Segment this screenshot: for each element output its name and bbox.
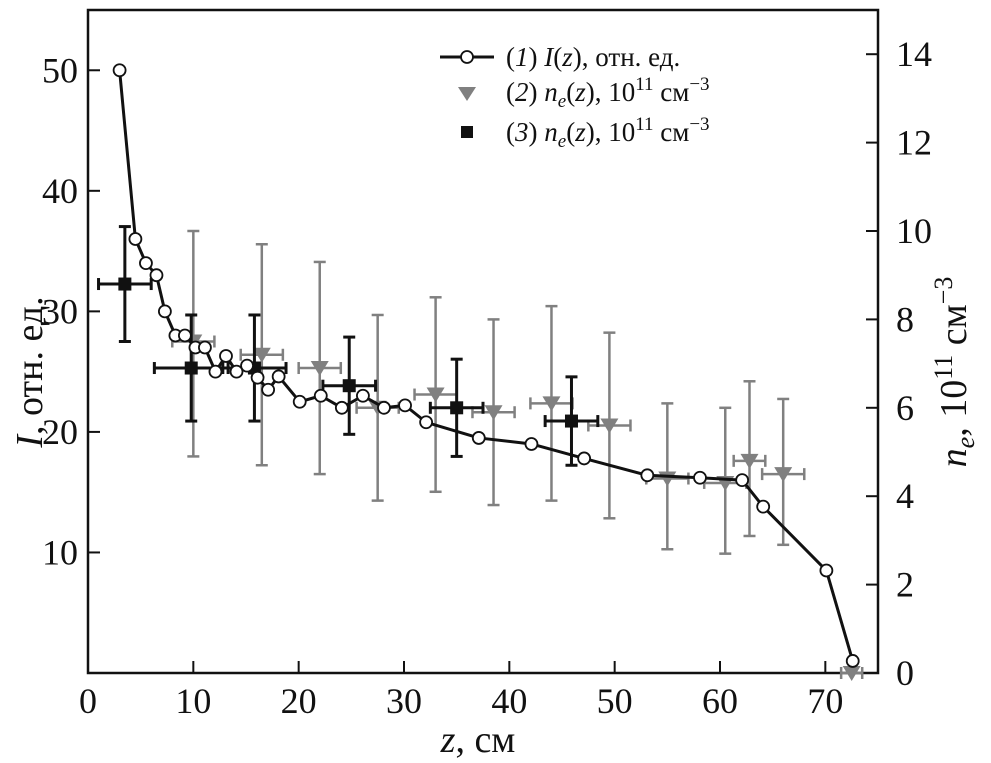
data-point-triangle <box>426 387 445 403</box>
data-point-circle <box>128 232 143 246</box>
data-point-circle <box>271 369 286 384</box>
data-point-triangle <box>252 347 271 363</box>
data-point-circle <box>471 431 486 445</box>
x-tick-label: 30 <box>386 681 422 721</box>
right-y-tick-label: 10 <box>896 211 932 251</box>
left-y-tick-label: 50 <box>42 50 78 90</box>
x-tick-label: 60 <box>702 681 738 721</box>
series-ne-gray <box>171 229 864 681</box>
data-point-circle <box>819 563 834 578</box>
data-point-circle <box>198 340 212 355</box>
data-point-circle <box>845 654 860 668</box>
x-tick-label: 0 <box>79 681 97 721</box>
left-y-axis-title: I, отн. ед. <box>9 296 51 448</box>
legend-label-1: (1) I(z), отн. ед. <box>506 42 680 72</box>
data-point-circle <box>112 63 127 78</box>
data-point-circle <box>208 364 223 379</box>
legend-label-2: (2) ne(z), 1011 см−3 <box>506 74 710 112</box>
x-tick-label: 20 <box>281 681 317 721</box>
right-y-tick-label: 4 <box>896 476 914 516</box>
right-y-tick-label: 2 <box>896 565 914 605</box>
data-point-circle <box>261 382 276 397</box>
legend-entry-2: (2) ne(z), 1011 см−3 <box>458 74 710 112</box>
data-point-circle <box>219 349 233 363</box>
data-point-circle <box>356 388 370 403</box>
data-point-circle <box>250 370 265 385</box>
legend-label-3: (3) ne(z), 1011 см−3 <box>506 114 710 152</box>
data-point-triangle <box>842 666 861 681</box>
data-point-circle <box>377 400 391 415</box>
data-point-circle <box>313 388 328 403</box>
data-point-circle <box>178 328 192 343</box>
plot-frame <box>86 8 880 675</box>
data-point-circle <box>292 394 307 409</box>
legend-marker-open-circle <box>460 50 474 64</box>
x-tick-label: 70 <box>807 681 843 721</box>
series-intensity <box>112 63 860 668</box>
data-point-circle <box>398 398 412 413</box>
legend: (1) I(z), отн. ед. (2) ne(z), 1011 см−3 … <box>440 42 710 152</box>
x-tick-label: 10 <box>175 681 211 721</box>
right-y-axis-title: ne, 1011 см−3 <box>929 277 980 468</box>
data-point-triangle <box>600 418 619 434</box>
left-y-axis-ticks: 10 20 30 40 50 <box>42 50 100 572</box>
data-point-triangle <box>484 405 503 421</box>
data-point-circle <box>735 473 750 488</box>
x-axis-ticks: 0 10 20 30 40 50 60 70 <box>79 661 843 721</box>
left-y-tick-label: 20 <box>42 412 78 452</box>
data-point-circle <box>419 415 434 430</box>
x-tick-label: 40 <box>491 681 527 721</box>
right-y-tick-label: 8 <box>896 299 914 339</box>
left-y-tick-label: 30 <box>42 291 78 331</box>
data-point-circle <box>240 358 254 373</box>
left-y-tick-label: 10 <box>42 532 78 572</box>
data-point-circle <box>334 400 349 415</box>
data-point-triangle <box>310 361 329 377</box>
data-point-circle <box>524 437 539 451</box>
data-point-circle <box>640 468 655 483</box>
data-point-square <box>184 361 198 375</box>
data-point-circle <box>149 268 164 283</box>
data-point-circle <box>229 364 244 379</box>
data-point-square <box>450 401 464 415</box>
right-y-tick-label: 0 <box>896 653 914 693</box>
x-tick-label: 50 <box>597 681 633 721</box>
left-y-tick-label: 40 <box>42 171 78 211</box>
data-point-triangle <box>740 453 759 469</box>
legend-entry-1: (1) I(z), отн. ед. <box>440 42 680 72</box>
legend-marker-gray-triangle <box>458 87 476 101</box>
data-point-square <box>564 414 578 428</box>
data-point-square <box>118 277 132 291</box>
right-y-tick-label: 6 <box>896 388 914 428</box>
data-point-circle <box>756 499 771 514</box>
legend-entry-3: (3) ne(z), 1011 см−3 <box>461 114 710 152</box>
data-point-square <box>342 379 356 393</box>
plot-border <box>86 8 880 675</box>
data-point-circle <box>577 451 592 466</box>
data-point-circle <box>157 304 172 319</box>
right-y-tick-label: 14 <box>896 34 932 74</box>
data-point-circle <box>693 470 707 485</box>
data-point-triangle <box>542 396 561 412</box>
right-y-tick-label: 12 <box>896 123 932 163</box>
x-axis-title: z, см <box>440 719 516 761</box>
legend-marker-black-square <box>461 126 473 138</box>
data-point-triangle <box>774 467 793 483</box>
right-y-axis-ticks: 0 2 4 6 8 10 12 14 <box>866 34 932 693</box>
data-point-circle <box>139 256 153 271</box>
